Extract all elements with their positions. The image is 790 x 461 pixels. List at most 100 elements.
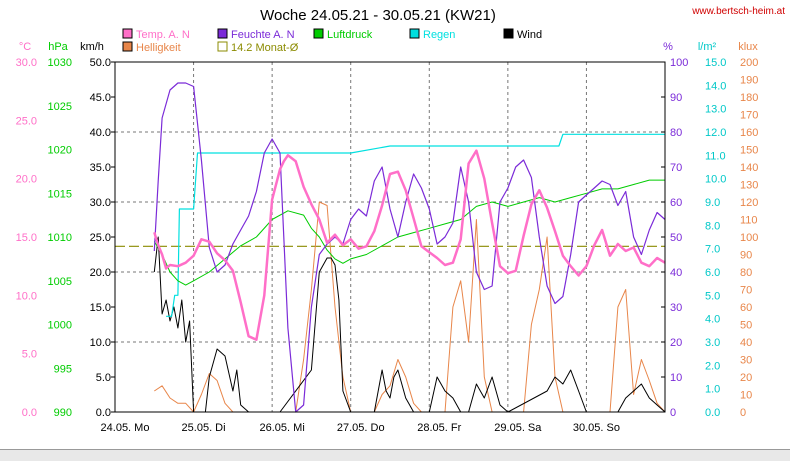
wind-tick-label: 30.0 — [90, 197, 111, 209]
light-tick-label: 50 — [740, 320, 752, 332]
light-tick-label: 100 — [740, 232, 758, 244]
light-tick-label: 30 — [740, 355, 752, 367]
light-tick-label: 10 — [740, 390, 752, 402]
rain-tick-label: 6.0 — [705, 267, 720, 279]
rain-tick-label: 8.0 — [705, 220, 720, 232]
rain-tick-label: 9.0 — [705, 197, 720, 209]
wind-tick-label: 15.0 — [90, 302, 111, 314]
light-tick-label: 70 — [740, 285, 752, 297]
legend-swatch — [217, 41, 228, 52]
rain-tick-label: 0.0 — [705, 407, 720, 419]
source-url: www.bertsch-heim.at — [691, 6, 785, 17]
legend-label: Luftdruck — [327, 29, 373, 41]
light-tick-label: 110 — [740, 215, 758, 227]
rain-tick-label: 4.0 — [705, 314, 720, 326]
temp-unit-label: °C — [19, 41, 31, 53]
wind-tick-label: 25.0 — [90, 232, 111, 244]
legend: Temp. A. N Feuchte A. N Luftdruck Regen Wind… — [122, 28, 542, 54]
light-tick-label: 40 — [740, 337, 752, 349]
rain-tick-label: 11.0 — [705, 150, 726, 162]
series-regen — [166, 133, 665, 317]
rain-tick-label: 15.0 — [705, 57, 726, 69]
humidity-tick-label: 30 — [670, 302, 682, 314]
temp-tick-label: 0.0 — [22, 407, 37, 419]
series-feuchte-a-n — [153, 82, 666, 413]
light-tick-label: 170 — [740, 110, 758, 122]
wind-tick-label: 50.0 — [90, 57, 111, 69]
light-tick-label: 190 — [740, 75, 758, 87]
wind-tick-label: 20.0 — [90, 267, 111, 279]
legend-label: Helligkeit — [136, 42, 181, 54]
rain-tick-label: 14.0 — [705, 80, 726, 92]
light-tick-label: 60 — [740, 302, 752, 314]
humidity-tick-label: 40 — [670, 267, 682, 279]
legend-label: Temp. A. N — [136, 29, 190, 41]
wind-tick-label: 40.0 — [90, 127, 111, 139]
light-tick-label: 0 — [740, 407, 746, 419]
light-unit-label: klux — [738, 41, 758, 53]
legend-swatch — [313, 28, 324, 39]
legend-label: 14.2 Monat-Ø — [231, 42, 299, 54]
axis-unit-labels: °C hPa km/h% l/m² klux — [19, 41, 758, 53]
rain-tick-label: 13.0 — [705, 104, 726, 116]
pressure-tick-label: 995 — [54, 363, 72, 375]
rain-tick-label: 12.0 — [705, 127, 726, 139]
light-tick-label: 160 — [740, 127, 758, 139]
rain-tick-label: 10.0 — [705, 174, 726, 186]
legend-swatch — [409, 28, 420, 39]
humidity-unit-label: % — [663, 41, 673, 53]
rain-tick-label: 3.0 — [705, 337, 720, 349]
x-tick-label: 28.05. Fr — [417, 422, 461, 434]
light-tick-label: 120 — [740, 197, 758, 209]
humidity-tick-label: 80 — [670, 127, 682, 139]
legend-swatch — [122, 41, 133, 52]
light-tick-label: 130 — [740, 180, 758, 192]
pressure-tick-label: 1005 — [48, 276, 72, 288]
rain-tick-label: 5.0 — [705, 290, 720, 302]
legend-swatch — [122, 28, 133, 39]
humidity-tick-label: 50 — [670, 232, 682, 244]
temp-tick-label: 20.0 — [16, 174, 37, 186]
rain-tick-label: 7.0 — [705, 244, 720, 256]
wind-tick-label: 35.0 — [90, 162, 111, 174]
series-luftdruck — [153, 179, 665, 286]
x-tick-label: 27.05. Do — [337, 422, 385, 434]
pressure-tick-label: 1020 — [48, 145, 72, 157]
humidity-tick-label: 90 — [670, 92, 682, 104]
temp-tick-label: 25.0 — [16, 115, 37, 127]
plot-series — [115, 82, 666, 413]
legend-swatch — [503, 28, 514, 39]
temp-tick-label: 10.0 — [16, 290, 37, 302]
light-tick-label: 90 — [740, 250, 752, 262]
temp-tick-label: 15.0 — [16, 232, 37, 244]
x-tick-label: 30.05. So — [573, 422, 620, 434]
light-tick-label: 80 — [740, 267, 752, 279]
wind-tick-label: 0.0 — [96, 407, 111, 419]
humidity-tick-label: 70 — [670, 162, 682, 174]
legend-label: Feuchte A. N — [231, 29, 295, 41]
pressure-unit-label: hPa — [48, 41, 68, 53]
humidity-tick-label: 60 — [670, 197, 682, 209]
pressure-tick-label: 1025 — [48, 101, 72, 113]
wind-unit-label: km/h — [80, 41, 104, 53]
pressure-tick-label: 1015 — [48, 188, 72, 200]
light-tick-label: 200 — [740, 57, 758, 69]
wind-tick-label: 45.0 — [90, 92, 111, 104]
wind-tick-label: 5.0 — [96, 372, 111, 384]
light-tick-label: 140 — [740, 162, 758, 174]
pressure-tick-label: 1010 — [48, 232, 72, 244]
x-tick-label: 29.05. Sa — [494, 422, 542, 434]
humidity-tick-label: 100 — [670, 57, 688, 69]
pressure-tick-label: 1030 — [48, 57, 72, 69]
light-tick-label: 20 — [740, 372, 752, 384]
light-tick-label: 180 — [740, 92, 758, 104]
humidity-tick-label: 10 — [670, 372, 682, 384]
plot-frame — [114, 61, 666, 413]
wind-tick-label: 10.0 — [90, 337, 111, 349]
status-bar — [0, 449, 790, 461]
legend-label: Wind — [517, 29, 542, 41]
temp-tick-label: 5.0 — [22, 349, 37, 361]
pressure-tick-label: 1000 — [48, 320, 72, 332]
humidity-tick-label: 20 — [670, 337, 682, 349]
temp-tick-label: 30.0 — [16, 57, 37, 69]
